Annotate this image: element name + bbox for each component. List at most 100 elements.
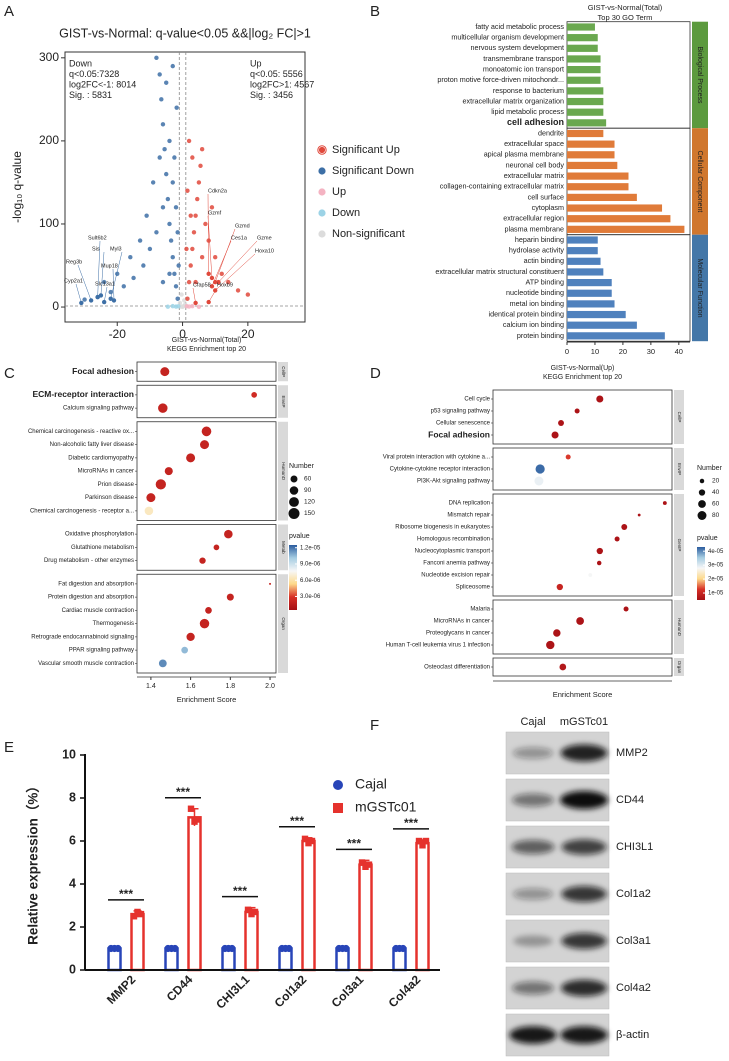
color-tick-label: 4e-05 bbox=[708, 549, 724, 555]
label-leader bbox=[211, 240, 232, 287]
point bbox=[185, 188, 190, 193]
size-legend-marker bbox=[698, 489, 706, 496]
point bbox=[168, 238, 174, 243]
group-frame bbox=[136, 361, 277, 382]
point bbox=[176, 263, 181, 268]
group-frame bbox=[492, 493, 673, 597]
bar bbox=[567, 204, 663, 212]
label-leader bbox=[207, 215, 213, 278]
bubble bbox=[662, 501, 667, 505]
bar bbox=[567, 23, 595, 31]
category-label: Focal adhesion bbox=[428, 429, 490, 439]
legend-marker bbox=[318, 209, 326, 217]
point bbox=[167, 138, 172, 144]
replicate-point bbox=[187, 805, 195, 812]
lane-label: mGSTc01 bbox=[560, 716, 608, 728]
gene-label: Slc13a1 bbox=[95, 281, 115, 287]
bubble bbox=[224, 529, 233, 539]
replicate-point bbox=[285, 944, 293, 953]
bar bbox=[567, 55, 601, 63]
x-axis-label: Enrichment Score bbox=[177, 695, 237, 704]
legend-label: Down bbox=[332, 207, 360, 219]
replicate-point bbox=[399, 944, 407, 953]
significance-label: *** bbox=[176, 785, 190, 799]
labeled-point bbox=[111, 298, 117, 303]
point bbox=[195, 196, 200, 202]
bubble bbox=[201, 426, 212, 437]
point bbox=[157, 72, 162, 77]
bubble bbox=[596, 395, 604, 403]
labeled-point bbox=[193, 300, 198, 306]
point bbox=[177, 300, 183, 306]
category-label: lipid metabolic process bbox=[491, 107, 564, 116]
category-label: Malaria bbox=[470, 607, 490, 613]
point bbox=[121, 284, 126, 289]
bubble bbox=[596, 547, 603, 555]
category-label: monoatomic ion transport bbox=[483, 65, 564, 74]
legend-label: Significant Down bbox=[332, 165, 414, 177]
label-leader bbox=[97, 240, 101, 298]
group-frame bbox=[566, 234, 691, 342]
category-label: Calcium signaling pathway bbox=[63, 406, 134, 412]
replicate-point bbox=[228, 944, 236, 953]
gene-label: Sis bbox=[92, 246, 100, 252]
point bbox=[180, 304, 185, 310]
point bbox=[190, 155, 195, 160]
point bbox=[209, 205, 215, 210]
lane-label: Cajal bbox=[520, 716, 545, 728]
x-tick-label: 1.8 bbox=[225, 683, 235, 690]
category-label: Nucleotide excision repair bbox=[421, 573, 490, 579]
annotation: log2FC>1: 4567 bbox=[250, 79, 314, 89]
chart-subtitle: KEGG Enrichment top 20 bbox=[167, 346, 246, 353]
category-label: hydrolase activity bbox=[509, 246, 565, 255]
category-label: Glutathione metabolism bbox=[71, 545, 134, 551]
size-legend-label: 60 bbox=[712, 501, 720, 508]
x-tick-label: 2.0 bbox=[265, 683, 275, 690]
protein-label: CHI3L1 bbox=[616, 841, 653, 853]
category-label: Chemical carcinogenesis - receptor a... bbox=[30, 508, 134, 514]
bar bbox=[567, 119, 607, 127]
bubble bbox=[158, 659, 167, 668]
point bbox=[199, 147, 205, 152]
legend-title: Number bbox=[289, 463, 315, 470]
replicate-point bbox=[134, 908, 141, 916]
label-leader bbox=[218, 240, 258, 283]
bar bbox=[567, 140, 615, 148]
bar bbox=[567, 236, 598, 244]
bar bbox=[301, 839, 316, 972]
legend-title: pvalue bbox=[289, 533, 310, 540]
size-legend-marker bbox=[699, 478, 705, 484]
category-label: Drug metabolism - other enzymes bbox=[44, 558, 134, 564]
category-label: transmembrane transport bbox=[483, 54, 564, 63]
labeled-point bbox=[108, 296, 113, 301]
bubble bbox=[186, 632, 195, 642]
category-label: Retrograde endocannabinoid signaling bbox=[31, 634, 134, 640]
bar bbox=[567, 44, 598, 52]
label-leader bbox=[112, 268, 115, 301]
point bbox=[144, 213, 149, 218]
category-label: cell surface bbox=[528, 192, 564, 201]
category-label: metal ion binding bbox=[510, 299, 564, 308]
x-tick-label: MMP2 bbox=[104, 972, 139, 1007]
x-tick-label: 20 bbox=[241, 327, 255, 341]
point bbox=[173, 284, 179, 289]
bar bbox=[187, 816, 202, 972]
point bbox=[198, 163, 203, 169]
category-label: MicroRNAs in cancer bbox=[434, 619, 490, 625]
color-bar bbox=[697, 547, 705, 600]
bubble bbox=[146, 493, 156, 503]
y-axis-label: -log₁₀ q-value bbox=[10, 151, 24, 223]
group-strip bbox=[674, 390, 684, 444]
annotation: Up bbox=[250, 58, 262, 68]
blot-band bbox=[560, 791, 608, 809]
legend-marker bbox=[318, 188, 326, 196]
point bbox=[115, 271, 120, 277]
gene-label: Gzmd bbox=[235, 223, 250, 229]
protein-label: Col3a1 bbox=[616, 935, 651, 947]
bar bbox=[567, 97, 604, 106]
panel-letter: F bbox=[370, 717, 379, 734]
group-label: EnvIP bbox=[281, 395, 286, 407]
point bbox=[170, 255, 175, 260]
y-tick-label: 10 bbox=[62, 747, 76, 761]
point bbox=[190, 246, 195, 252]
